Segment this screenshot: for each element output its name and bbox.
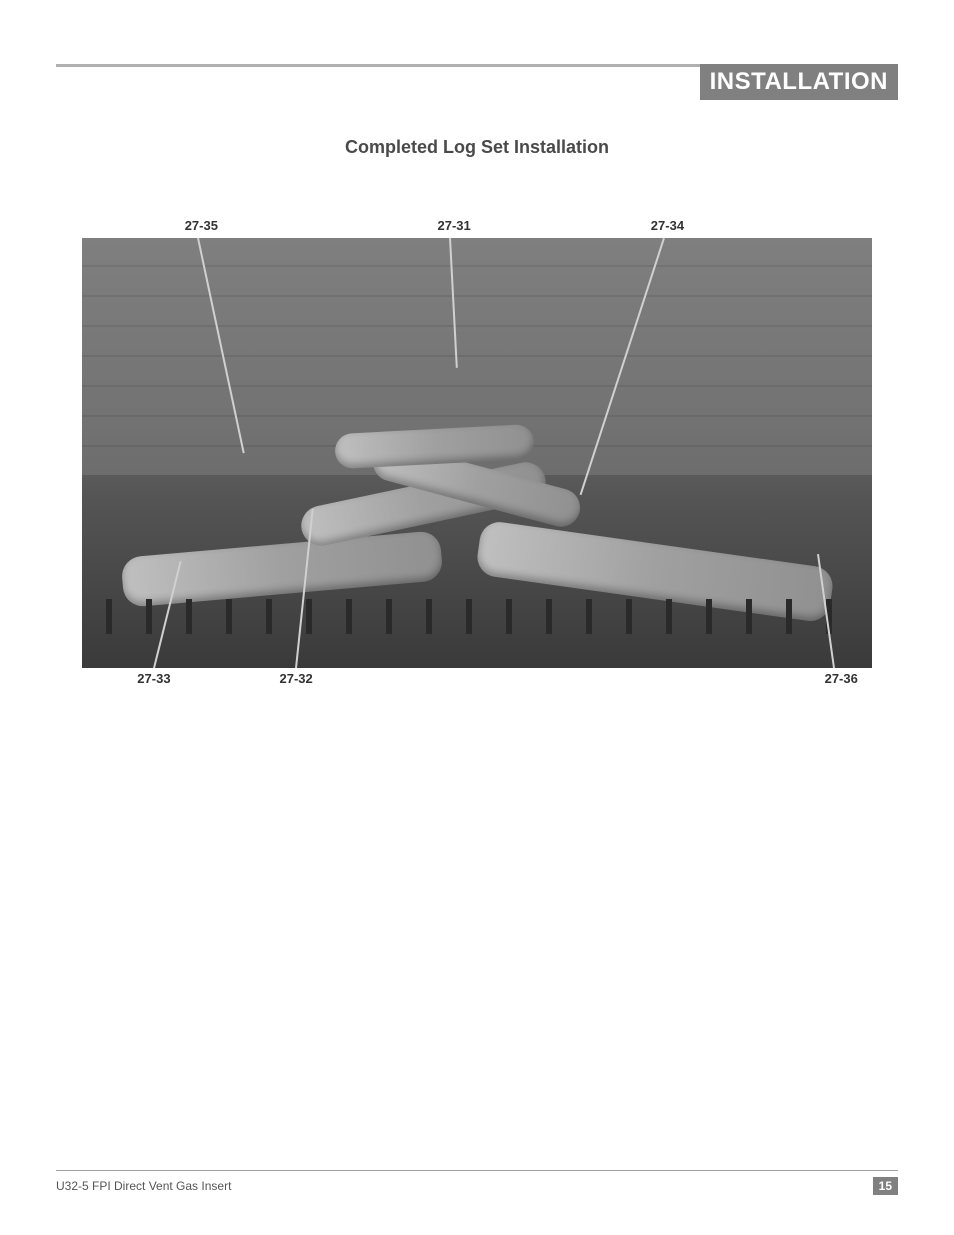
section-header-bar: INSTALLATION	[700, 64, 898, 100]
bottom-labels-row: 27-33 27-32 27-36	[82, 671, 872, 691]
top-labels-row: 27-35 27-31 27-34	[82, 218, 872, 238]
figure-title: Completed Log Set Installation	[56, 137, 898, 158]
page-container: INSTALLATION Completed Log Set Installat…	[0, 0, 954, 1235]
callout-label: 27-36	[825, 671, 858, 686]
log-piece	[120, 530, 443, 608]
log-piece	[334, 423, 535, 468]
callout-label: 27-33	[137, 671, 170, 686]
footer-rule	[56, 1170, 898, 1172]
log-set	[122, 367, 833, 604]
page-number-badge: 15	[873, 1177, 898, 1195]
footer-document-title: U32-5 FPI Direct Vent Gas Insert	[56, 1179, 231, 1193]
log-set-photo	[82, 238, 872, 668]
callout-label: 27-35	[185, 218, 218, 233]
figure-container: 27-35 27-31 27-34 27-33 27-32	[82, 218, 872, 691]
section-header-text: INSTALLATION	[710, 68, 888, 95]
footer-content: U32-5 FPI Direct Vent Gas Insert 15	[56, 1177, 898, 1195]
fireplace-grate	[106, 599, 849, 633]
callout-label: 27-32	[280, 671, 313, 686]
callout-label: 27-31	[438, 218, 471, 233]
page-footer: U32-5 FPI Direct Vent Gas Insert 15	[56, 1170, 898, 1196]
callout-label: 27-34	[651, 218, 684, 233]
